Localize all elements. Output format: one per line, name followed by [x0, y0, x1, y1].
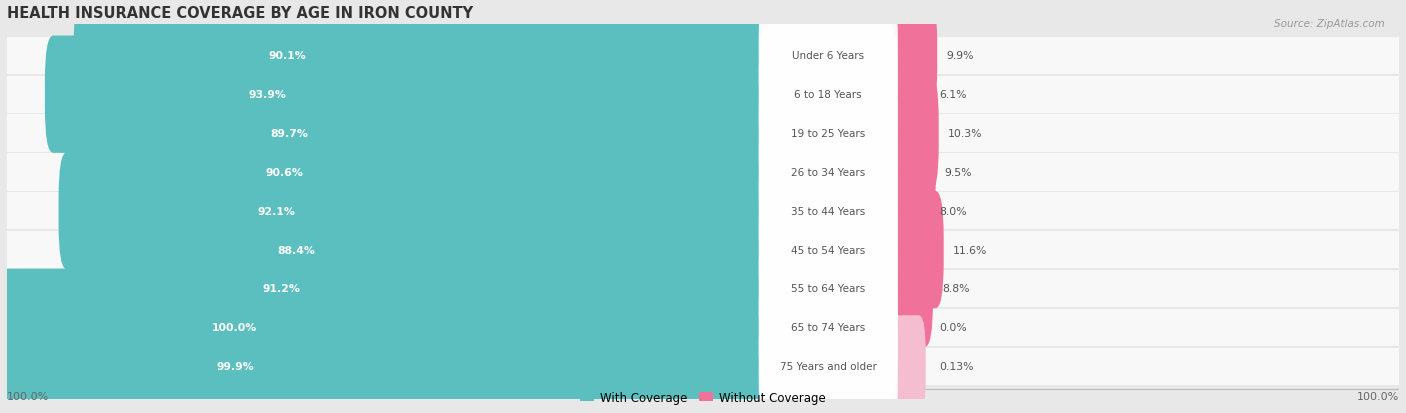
- FancyBboxPatch shape: [0, 269, 773, 386]
- Text: 55 to 64 Years: 55 to 64 Years: [792, 284, 866, 294]
- Text: 89.7%: 89.7%: [270, 129, 308, 139]
- FancyBboxPatch shape: [883, 75, 939, 192]
- Text: 100.0%: 100.0%: [7, 392, 49, 401]
- FancyBboxPatch shape: [759, 294, 898, 413]
- Text: 100.0%: 100.0%: [1357, 392, 1399, 401]
- FancyBboxPatch shape: [883, 153, 929, 270]
- FancyBboxPatch shape: [7, 76, 1399, 114]
- Text: Source: ZipAtlas.com: Source: ZipAtlas.com: [1274, 19, 1385, 28]
- Text: 90.6%: 90.6%: [266, 168, 304, 178]
- FancyBboxPatch shape: [70, 114, 773, 231]
- FancyBboxPatch shape: [7, 38, 1399, 75]
- Text: 75 Years and older: 75 Years and older: [780, 361, 877, 371]
- Text: 6 to 18 Years: 6 to 18 Years: [794, 90, 862, 100]
- FancyBboxPatch shape: [883, 192, 943, 309]
- FancyBboxPatch shape: [7, 115, 1399, 152]
- FancyBboxPatch shape: [59, 153, 773, 270]
- Text: 92.1%: 92.1%: [257, 206, 295, 216]
- FancyBboxPatch shape: [7, 309, 1399, 346]
- Text: 0.0%: 0.0%: [939, 323, 967, 332]
- FancyBboxPatch shape: [73, 0, 773, 115]
- Text: 8.0%: 8.0%: [939, 206, 967, 216]
- Text: 65 to 74 Years: 65 to 74 Years: [792, 323, 866, 332]
- Text: 100.0%: 100.0%: [212, 323, 257, 332]
- Text: Under 6 Years: Under 6 Years: [792, 51, 865, 61]
- FancyBboxPatch shape: [7, 348, 1399, 385]
- FancyBboxPatch shape: [759, 140, 898, 283]
- FancyBboxPatch shape: [759, 256, 898, 399]
- FancyBboxPatch shape: [7, 192, 1399, 230]
- Legend: With Coverage, Without Coverage: With Coverage, Without Coverage: [575, 386, 831, 408]
- FancyBboxPatch shape: [759, 62, 898, 205]
- Text: 88.4%: 88.4%: [277, 245, 315, 255]
- FancyBboxPatch shape: [884, 316, 925, 413]
- FancyBboxPatch shape: [883, 36, 922, 154]
- FancyBboxPatch shape: [759, 217, 898, 361]
- FancyBboxPatch shape: [7, 154, 1399, 191]
- FancyBboxPatch shape: [883, 114, 935, 231]
- FancyBboxPatch shape: [65, 230, 773, 347]
- Text: 99.9%: 99.9%: [217, 361, 254, 371]
- Text: 45 to 54 Years: 45 to 54 Years: [792, 245, 866, 255]
- FancyBboxPatch shape: [7, 231, 1399, 268]
- FancyBboxPatch shape: [0, 308, 773, 413]
- FancyBboxPatch shape: [87, 192, 773, 309]
- FancyBboxPatch shape: [45, 36, 773, 154]
- Text: 19 to 25 Years: 19 to 25 Years: [792, 129, 866, 139]
- Text: 0.13%: 0.13%: [939, 361, 974, 371]
- Text: 11.6%: 11.6%: [953, 245, 987, 255]
- Text: 26 to 34 Years: 26 to 34 Years: [792, 168, 866, 178]
- Text: 10.3%: 10.3%: [948, 129, 983, 139]
- FancyBboxPatch shape: [759, 0, 898, 128]
- Text: 8.8%: 8.8%: [942, 284, 970, 294]
- FancyBboxPatch shape: [759, 23, 898, 167]
- FancyBboxPatch shape: [77, 75, 773, 192]
- Text: HEALTH INSURANCE COVERAGE BY AGE IN IRON COUNTY: HEALTH INSURANCE COVERAGE BY AGE IN IRON…: [7, 6, 472, 21]
- FancyBboxPatch shape: [883, 0, 938, 115]
- Text: 91.2%: 91.2%: [263, 284, 301, 294]
- FancyBboxPatch shape: [883, 230, 934, 347]
- Text: 93.9%: 93.9%: [247, 90, 285, 100]
- FancyBboxPatch shape: [7, 270, 1399, 307]
- Text: 9.9%: 9.9%: [946, 51, 974, 61]
- Text: 90.1%: 90.1%: [269, 51, 307, 61]
- Text: 6.1%: 6.1%: [939, 90, 967, 100]
- Text: 35 to 44 Years: 35 to 44 Years: [792, 206, 866, 216]
- Text: 9.5%: 9.5%: [945, 168, 972, 178]
- FancyBboxPatch shape: [759, 101, 898, 244]
- FancyBboxPatch shape: [759, 178, 898, 322]
